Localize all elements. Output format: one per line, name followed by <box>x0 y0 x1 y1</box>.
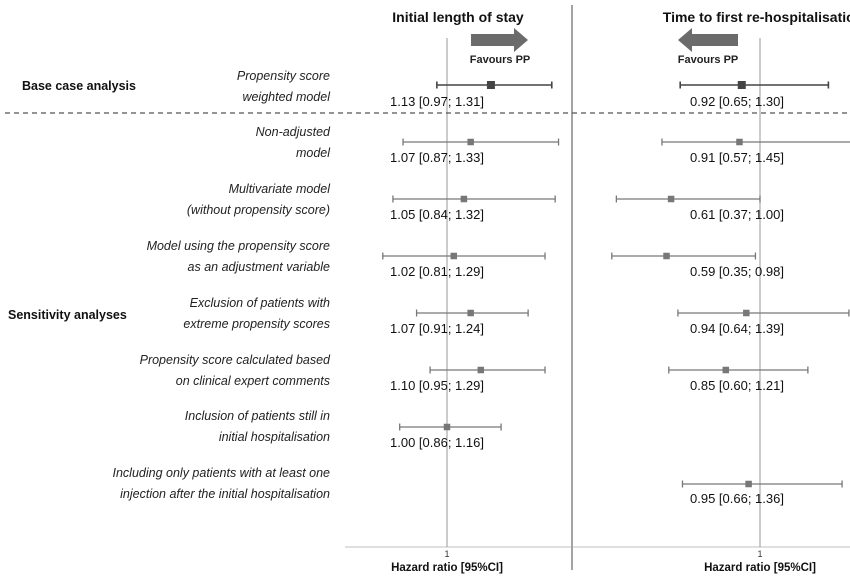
analysis-row: Propensity score calculated based on clin… <box>140 353 809 393</box>
estimate-los: 1.07 [0.91; 1.24] <box>390 309 529 336</box>
panel-title: Initial length of stay <box>392 9 524 25</box>
analysis-label-line: Exclusion of patients with <box>190 296 330 310</box>
analysis-label-line: Model using the propensity score <box>147 239 330 253</box>
analysis-label: Non-adjusted model <box>256 125 332 160</box>
analysis-row: Including only patients with at least on… <box>113 466 843 506</box>
tick-label-los: 1 <box>444 549 449 559</box>
hazard-ratio-point <box>743 309 750 317</box>
ci-data-label: 1.00 [0.86; 1.16] <box>390 435 484 450</box>
ci-data-label: 0.91 [0.57; 1.45] <box>690 150 784 165</box>
estimate-rehosp: 0.59 [0.35; 0.98] <box>611 252 784 279</box>
analysis-label-line: as an adjustment variable <box>188 260 330 274</box>
hazard-ratio-point <box>450 252 458 260</box>
analysis-label-line: Including only patients with at least on… <box>113 466 331 480</box>
hazard-ratio-point <box>460 195 468 203</box>
analysis-label-line: model <box>296 146 331 160</box>
panel-header-rehosp: Time to first re-hospitalisation Favours … <box>663 9 850 66</box>
panel-title: Time to first re-hospitalisation <box>663 9 850 25</box>
analysis-label: Including only patients with at least on… <box>113 466 331 501</box>
hazard-ratio-point <box>667 195 675 203</box>
analysis-label-line: initial hospitalisation <box>219 430 330 444</box>
ci-data-label: 1.02 [0.81; 1.29] <box>390 264 484 279</box>
analysis-row: Inclusion of patients still in initial ho… <box>185 409 502 450</box>
analysis-label: Multivariate model (without propensity sc… <box>187 182 331 217</box>
hazard-ratio-point <box>737 81 746 89</box>
ci-data-label: 0.94 [0.64; 1.39] <box>690 321 784 336</box>
favours-label: Favours PP <box>470 54 531 66</box>
ci-data-label: 1.10 [0.95; 1.29] <box>390 378 484 393</box>
estimate-rehosp: 0.61 [0.37; 1.00] <box>615 195 784 222</box>
estimate-rehosp: 0.85 [0.60; 1.21] <box>668 366 809 393</box>
estimate-rehosp: 0.91 [0.57; 1.45] <box>661 138 850 165</box>
ci-data-label: 1.07 [0.91; 1.24] <box>390 321 484 336</box>
analysis-label-line: Inclusion of patients still in <box>185 409 330 423</box>
ci-data-label: 0.61 [0.37; 1.00] <box>690 207 784 222</box>
hazard-ratio-point <box>477 366 485 374</box>
estimate-rehosp: 0.92 [0.65; 1.30] <box>679 81 830 109</box>
analysis-row: Non-adjusted model 1.07 [0.87; 1.33] 0.91 [… <box>256 125 850 165</box>
hazard-ratio-point <box>467 138 474 146</box>
estimate-rehosp: 0.94 [0.64; 1.39] <box>677 309 850 336</box>
hazard-ratio-point <box>486 81 495 89</box>
hazard-ratio-point <box>443 423 451 431</box>
analysis-row: Exclusion of patients with extreme propen… <box>183 296 850 336</box>
favours-arrow-icon <box>678 28 738 52</box>
estimate-los: 1.10 [0.95; 1.29] <box>390 366 546 393</box>
axis-labels: 1 Hazard ratio [95%CI] 1 Hazard ratio [95%C… <box>391 549 816 574</box>
group-labels: Base case analysis Sensitivity analyses <box>8 79 136 322</box>
ci-data-label: 0.95 [0.66; 1.36] <box>690 491 784 506</box>
hazard-ratio-point <box>467 309 474 317</box>
ci-data-label: 1.13 [0.97; 1.31] <box>390 94 484 109</box>
ci-data-label: 1.07 [0.87; 1.33] <box>390 150 484 165</box>
analysis-row: Multivariate model (without propensity sc… <box>187 182 784 222</box>
analysis-label-line: Propensity score calculated based <box>140 353 331 367</box>
group-label-base-case: Base case analysis <box>22 79 136 93</box>
ci-data-label: 0.59 [0.35; 0.98] <box>690 264 784 279</box>
analysis-row: Model using the propensity score as an ad… <box>147 239 784 279</box>
ci-data-label: 0.85 [0.60; 1.21] <box>690 378 784 393</box>
analysis-label-line: extreme propensity scores <box>183 317 330 331</box>
analysis-label-line: Multivariate model <box>229 182 332 196</box>
hazard-ratio-point <box>663 252 670 260</box>
hazard-ratio-point <box>745 480 752 488</box>
axis-title-rehosp: Hazard ratio [95%CI] <box>704 562 816 574</box>
group-label-sensitivity: Sensitivity analyses <box>8 308 127 322</box>
ci-data-label: 1.05 [0.84; 1.32] <box>390 207 484 222</box>
analysis-label: Exclusion of patients with extreme propen… <box>183 296 330 331</box>
estimate-los: 1.07 [0.87; 1.33] <box>390 138 560 165</box>
analysis-label: Model using the propensity score as an ad… <box>147 239 330 274</box>
axis-title-los: Hazard ratio [95%CI] <box>391 562 503 574</box>
analysis-label-line: Propensity score <box>237 69 330 83</box>
analysis-label-line: weighted model <box>242 90 331 104</box>
ci-data-label: 0.92 [0.65; 1.30] <box>690 94 784 109</box>
panel-header-los: Initial length of stay Favours PP <box>392 9 530 66</box>
analysis-label: Propensity score weighted model <box>237 69 331 104</box>
analysis-label: Inclusion of patients still in initial ho… <box>185 409 330 444</box>
analysis-label-line: injection after the initial hospitalisat… <box>120 487 330 501</box>
favours-arrow-icon <box>471 28 528 52</box>
hazard-ratio-point <box>722 366 730 374</box>
estimate-rehosp: 0.95 [0.66; 1.36] <box>681 480 843 506</box>
favours-label: Favours PP <box>678 54 739 66</box>
analysis-label: Propensity score calculated based on clin… <box>140 353 331 388</box>
plot-frame <box>5 5 850 570</box>
analysis-row: Propensity score weighted model 1.13 [0.97… <box>237 69 830 109</box>
analysis-rows: Propensity score weighted model 1.13 [0.97… <box>113 69 850 506</box>
tick-label-rehosp: 1 <box>757 549 762 559</box>
hazard-ratio-point <box>736 138 743 146</box>
analysis-label-line: on clinical expert comments <box>176 374 330 388</box>
estimate-los: 1.00 [0.86; 1.16] <box>390 423 502 450</box>
estimate-los: 1.13 [0.97; 1.31] <box>390 81 553 109</box>
analysis-label-line: Non-adjusted <box>256 125 331 139</box>
analysis-label-line: (without propensity score) <box>187 203 330 217</box>
estimate-los: 1.02 [0.81; 1.29] <box>382 252 546 279</box>
estimate-los: 1.05 [0.84; 1.32] <box>390 195 556 222</box>
